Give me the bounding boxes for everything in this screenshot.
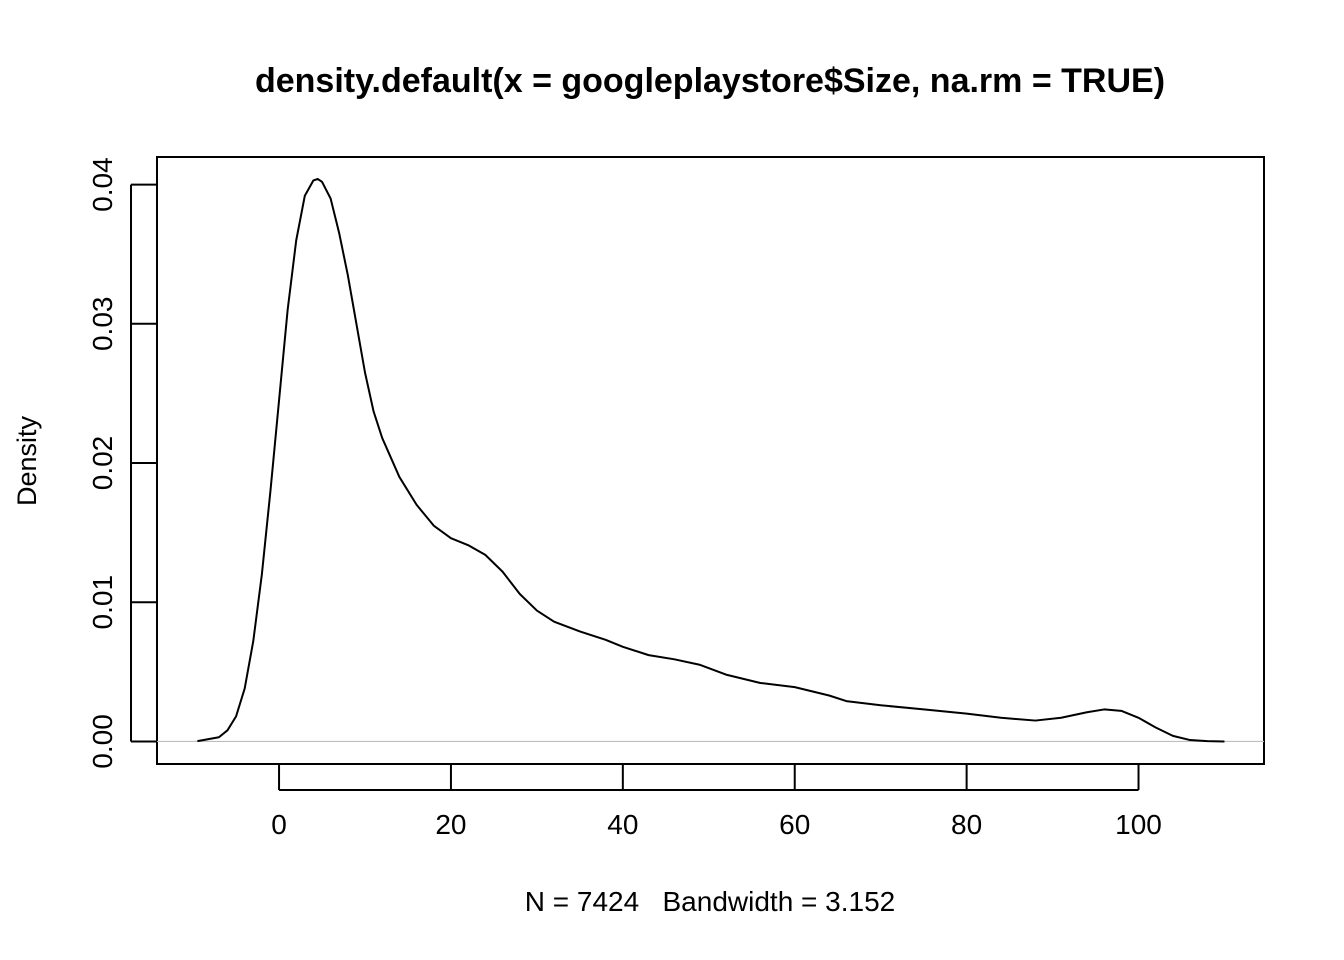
y-tick-label: 0.04 xyxy=(87,157,118,212)
x-tick-label: 80 xyxy=(951,809,982,840)
x-tick-label: 20 xyxy=(435,809,466,840)
chart-title: density.default(x = googleplaystore$Size… xyxy=(255,62,1165,100)
y-axis-label: Density xyxy=(12,415,42,506)
density-curve xyxy=(197,178,1225,743)
x-tick-label: 40 xyxy=(607,809,638,840)
plot-layer xyxy=(157,178,1264,743)
y-tick-label: 0.03 xyxy=(87,297,118,352)
x-tick-label: 0 xyxy=(271,809,287,840)
y-axis: 0.00 0.01 0.02 0.03 0.04 xyxy=(87,157,157,769)
y-tick-label: 0.01 xyxy=(87,575,118,630)
x-axis: 0 20 40 60 80 100 xyxy=(271,764,1162,840)
x-tick-label: 60 xyxy=(779,809,810,840)
y-tick-label: 0.00 xyxy=(87,714,118,769)
plot-frame xyxy=(156,156,1265,765)
x-tick-label: 100 xyxy=(1115,809,1162,840)
x-axis-label: N = 7424 Bandwidth = 3.152 xyxy=(525,886,896,917)
y-tick-label: 0.02 xyxy=(87,436,118,491)
